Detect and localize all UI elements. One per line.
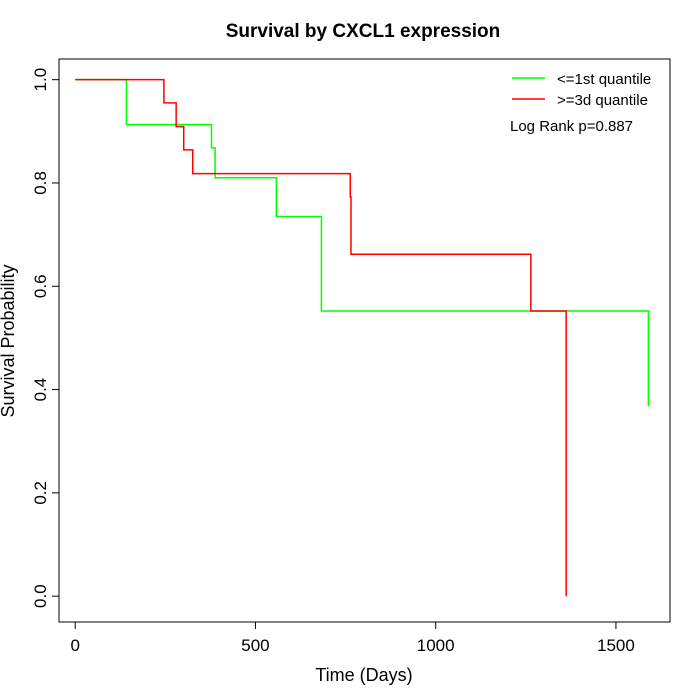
x-tick-label: 1500 xyxy=(597,636,635,655)
chart-title: Survival by CXCL1 expression xyxy=(226,21,501,42)
series-line-high xyxy=(75,78,567,597)
y-tick-label: 0.0 xyxy=(31,584,50,608)
y-tick-label: 0.2 xyxy=(31,481,50,505)
y-tick-label: 1.0 xyxy=(31,68,50,92)
y-tick-label: 0.8 xyxy=(31,171,50,195)
legend: <=1st quantile >=3d quantile xyxy=(512,71,651,109)
x-axis-label: Time (Days) xyxy=(315,665,412,685)
series-line-low xyxy=(75,78,650,407)
plot-frame xyxy=(58,58,671,623)
x-tick-label: 0 xyxy=(70,636,79,655)
x-tick-label: 500 xyxy=(241,636,269,655)
series-layer xyxy=(75,78,650,597)
x-axis: 0 500 1000 1500 xyxy=(70,621,635,655)
y-axis-label: Survival Probability xyxy=(0,264,18,417)
y-tick-label: 0.6 xyxy=(31,274,50,298)
y-axis: 0.0 0.2 0.4 0.6 0.8 1.0 xyxy=(31,68,60,608)
y-tick-label: 0.4 xyxy=(31,378,50,402)
legend-label-high: >=3d quantile xyxy=(557,92,648,109)
legend-label-low: <=1st quantile xyxy=(557,71,651,88)
log-rank-annotation: Log Rank p=0.887 xyxy=(510,118,633,135)
x-tick-label: 1000 xyxy=(417,636,455,655)
